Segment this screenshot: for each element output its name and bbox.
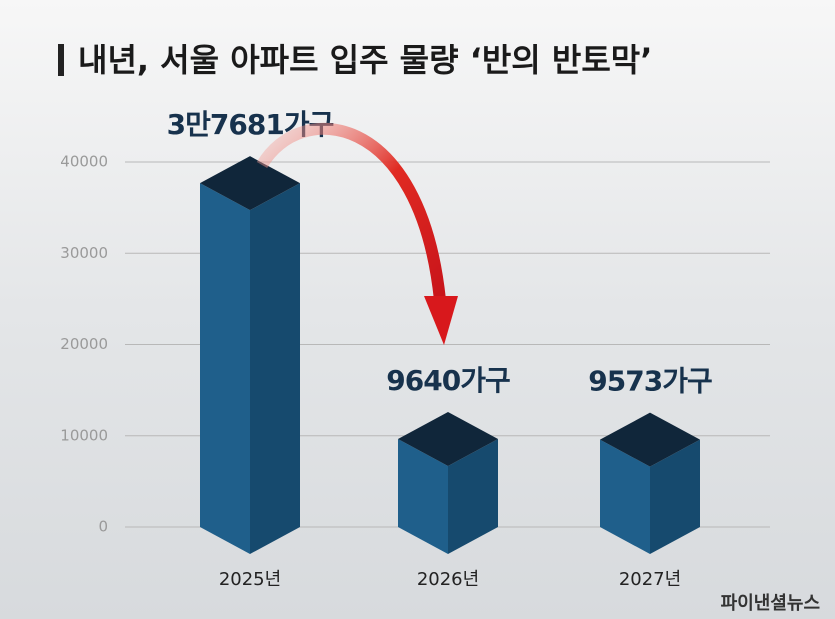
bar-side (650, 439, 700, 554)
value-label: 9640가구 (386, 364, 510, 397)
bar-top (200, 156, 300, 211)
y-tick-label: 40000 (60, 153, 108, 171)
x-tick-label: 2025년 (219, 569, 281, 590)
y-tick-label: 0 (98, 518, 108, 536)
bar (398, 439, 448, 554)
source: 파이낸셜뉴스 (721, 593, 820, 614)
bar-side (250, 183, 300, 554)
title-marker (58, 44, 64, 76)
chart-title: 내년, 서울 아파트 입주 물량 ‘반의 반토막’ (78, 41, 652, 79)
x-tick-label: 2026년 (417, 569, 479, 590)
bar (600, 439, 650, 554)
y-tick-label: 30000 (60, 244, 108, 262)
bar (200, 183, 250, 554)
value-label: 9573가구 (588, 365, 712, 398)
bar-top (398, 412, 498, 467)
y-tick-label: 20000 (60, 335, 108, 353)
arrow (256, 122, 446, 301)
arrow-head (424, 296, 458, 345)
bar-side (448, 439, 498, 554)
bar-top (600, 412, 700, 467)
y-tick-label: 10000 (60, 426, 108, 444)
x-tick-label: 2027년 (619, 569, 681, 590)
